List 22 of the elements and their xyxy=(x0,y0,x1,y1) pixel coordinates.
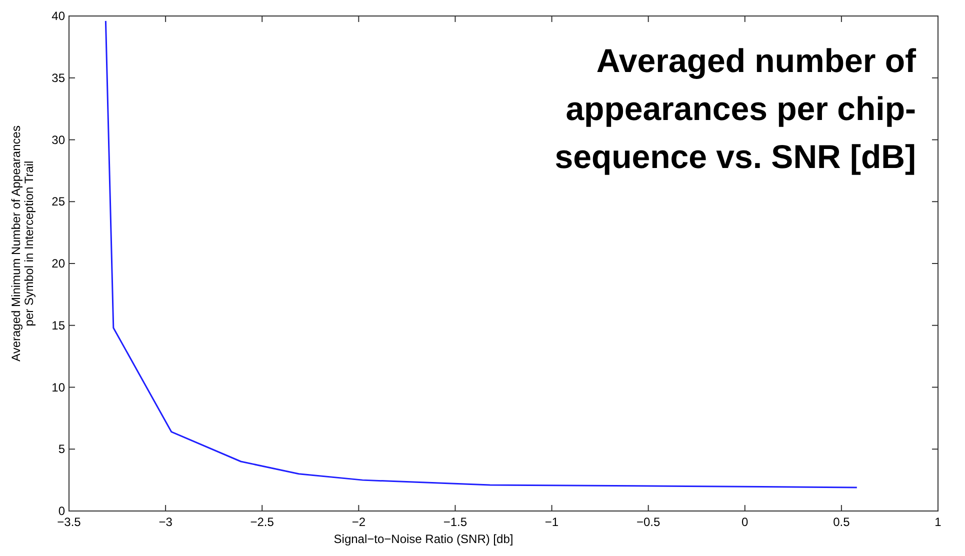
y-tick-label: 35 xyxy=(52,70,66,85)
y-tick-label: 0 xyxy=(58,504,66,518)
x-tick-label: 1 xyxy=(934,515,942,529)
y-tick-label: 25 xyxy=(52,194,66,209)
x-tick-label: −0.5 xyxy=(636,515,660,529)
x-tick-label: 0 xyxy=(742,515,749,529)
y-tick-label: 30 xyxy=(52,132,66,147)
x-axis-title: Signal−to−Noise Ratio (SNR) [db] xyxy=(334,532,514,546)
y-tick-label: 10 xyxy=(52,380,66,394)
x-tick-label: −1.5 xyxy=(443,515,468,529)
x-tick-label: −1 xyxy=(544,515,559,529)
x-tick-label: −2 xyxy=(352,515,366,529)
x-tick-label: 0.5 xyxy=(833,515,850,529)
x-tick-label: −2.5 xyxy=(250,515,274,529)
x-tick-label: −3 xyxy=(158,515,173,529)
y-tick-label: 5 xyxy=(58,442,66,456)
y-tick-label: 40 xyxy=(52,9,66,23)
x-tick-label: −3.5 xyxy=(57,515,82,529)
y-axis-title: Averaged Minimum Number of Appearances per Symbol in Interception Trail xyxy=(9,126,36,362)
text: Averaged number of appearances per chip-sequence vs. SNR [dB] xyxy=(554,42,918,175)
y-tick-label: 15 xyxy=(52,318,66,332)
y-tick-label: 20 xyxy=(52,256,66,270)
